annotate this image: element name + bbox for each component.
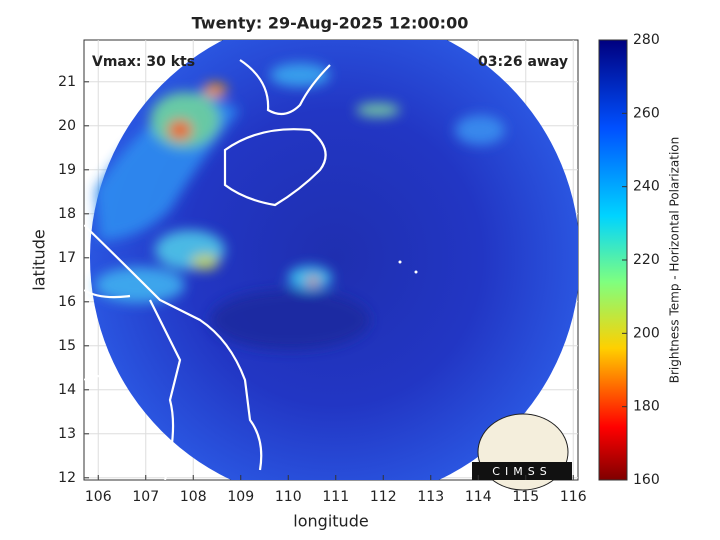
colorbar-tick-label: 280 xyxy=(633,32,660,48)
colorbar-tick-label: 200 xyxy=(633,325,660,341)
chart-title: Twenty: 29-Aug-2025 12:00:00 xyxy=(192,14,469,33)
colorbar-tick-label: 220 xyxy=(633,252,660,268)
y-tick-label: 21 xyxy=(58,74,76,90)
swath-image xyxy=(84,40,578,480)
x-tick-label: 106 xyxy=(85,489,112,505)
y-tick-label: 15 xyxy=(58,338,76,354)
x-tick-label: 111 xyxy=(322,489,349,505)
y-tick-label: 16 xyxy=(58,294,76,310)
colorbar-tick-label: 240 xyxy=(633,179,660,195)
colorbar-tick-label: 260 xyxy=(633,105,660,121)
y-tick-label: 17 xyxy=(58,250,76,266)
x-tick-label: 116 xyxy=(560,489,587,505)
x-axis-label: longitude xyxy=(293,512,368,531)
colorbar-tick-label: 160 xyxy=(633,472,660,488)
x-tick-label: 110 xyxy=(275,489,302,505)
logo-text: CIMSS xyxy=(492,465,551,478)
y-axis-label: latitude xyxy=(30,229,49,290)
colorbar-tick-label: 180 xyxy=(633,399,660,415)
colorbar-label: Brightness Temp - Horizontal Polarizatio… xyxy=(668,137,682,384)
x-tick-label: 108 xyxy=(180,489,207,505)
annotation: Vmax: 30 kts xyxy=(92,54,195,70)
x-tick-label: 107 xyxy=(132,489,159,505)
x-tick-label: 114 xyxy=(465,489,492,505)
y-tick-label: 14 xyxy=(58,382,76,398)
x-tick-label: 109 xyxy=(227,489,254,505)
annotation: 03:26 away xyxy=(478,54,568,70)
x-tick-label: 113 xyxy=(417,489,444,505)
y-tick-label: 13 xyxy=(58,426,76,442)
y-tick-label: 20 xyxy=(58,118,76,134)
x-tick-label: 112 xyxy=(370,489,397,505)
y-tick-label: 18 xyxy=(58,206,76,222)
y-tick-label: 19 xyxy=(58,162,76,178)
y-tick-label: 12 xyxy=(58,470,76,486)
logo: CIMSS xyxy=(472,413,572,491)
x-tick-label: 115 xyxy=(512,489,539,505)
